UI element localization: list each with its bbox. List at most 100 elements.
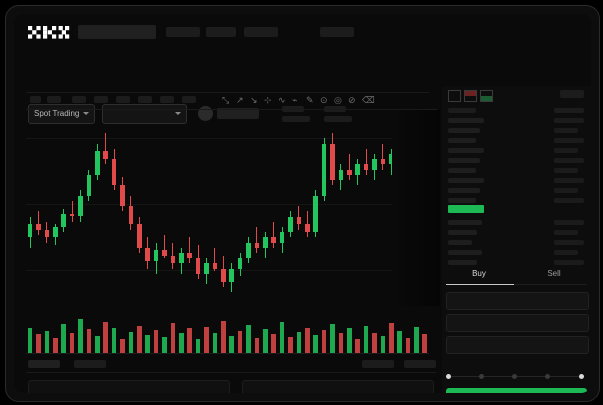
okx-logo-icon[interactable] (28, 26, 70, 39)
order-book-row-size (554, 198, 584, 203)
volume-bar (372, 332, 377, 353)
bottom-panel-right[interactable] (242, 380, 434, 393)
candle-wick (105, 133, 107, 165)
bottom-panel-left[interactable] (28, 380, 230, 393)
candle-body (170, 255, 176, 264)
volume-bar (288, 336, 293, 353)
nav-item-2[interactable] (244, 27, 278, 37)
chart-toolbar (26, 92, 429, 110)
ruler-icon[interactable]: ⌁ (292, 95, 298, 105)
candle-wick (365, 148, 367, 175)
order-book-row[interactable] (448, 250, 482, 255)
order-book-row[interactable] (448, 178, 484, 183)
volume-chart[interactable] (26, 312, 429, 354)
order-total-input[interactable] (446, 336, 589, 354)
volume-bar (346, 328, 352, 353)
order-price-input[interactable] (446, 292, 589, 310)
order-book-row[interactable] (448, 138, 476, 143)
slider-dot-3[interactable] (545, 374, 550, 379)
order-book-row[interactable] (448, 220, 482, 225)
orderbook-buy-icon[interactable] (480, 90, 493, 102)
volume-bar (145, 335, 151, 353)
volume-bar (279, 322, 285, 353)
order-book-row[interactable] (448, 148, 484, 153)
order-amount-input[interactable] (446, 314, 589, 332)
trash-icon[interactable]: ⌫ (362, 95, 375, 105)
volume-bar (195, 338, 201, 353)
candle-body (195, 258, 201, 274)
candle-body (53, 226, 58, 238)
volume-bar (254, 337, 260, 353)
arrow-icon[interactable]: ↘ (250, 95, 258, 105)
order-book-row[interactable] (448, 198, 476, 203)
pair-ticker-placeholder (217, 108, 259, 119)
tab-buy[interactable]: Buy (472, 269, 486, 278)
magnet-icon[interactable]: ⊙ (320, 95, 328, 105)
slider-dot-4[interactable] (579, 374, 584, 379)
nav-item-0[interactable] (166, 27, 200, 37)
order-book-row[interactable] (448, 158, 480, 163)
order-book-row-size (554, 168, 578, 173)
tab-sell[interactable]: Sell (547, 269, 561, 278)
amount-slider[interactable] (446, 374, 587, 382)
bottom-right-tab-1[interactable] (404, 360, 436, 368)
slider-dot-1[interactable] (479, 374, 484, 379)
volume-bar (422, 334, 428, 353)
bottom-tab-0[interactable] (28, 360, 60, 368)
order-book-row[interactable] (448, 260, 477, 265)
orderbook-depth-select[interactable] (560, 90, 584, 98)
timeframe-0[interactable] (30, 96, 41, 103)
candle-wick (273, 221, 275, 248)
volume-bar (78, 319, 83, 353)
order-book-row[interactable] (448, 188, 480, 193)
price-chart[interactable] (26, 110, 429, 310)
timeframe-1[interactable] (47, 96, 61, 103)
timeframe-3[interactable] (94, 96, 108, 103)
volume-bar (212, 332, 218, 353)
brush-icon[interactable]: ✎ (306, 95, 314, 105)
orderbook-both-icon[interactable] (448, 90, 461, 102)
volume-bar (355, 339, 360, 353)
submit-order-button[interactable] (446, 388, 587, 393)
candle-body (95, 151, 100, 175)
slider-dot-2[interactable] (512, 374, 517, 379)
volume-bar (271, 334, 276, 353)
eye-icon[interactable]: ◎ (334, 95, 342, 105)
lock-icon[interactable]: ⊘ (348, 95, 356, 105)
timeframe-7[interactable] (182, 96, 196, 103)
order-book-row[interactable] (448, 128, 480, 133)
top-bar (14, 14, 591, 46)
nav-item-3[interactable] (320, 27, 354, 37)
candle-body (86, 174, 92, 196)
orderbook-sell-icon[interactable] (464, 90, 477, 102)
volume-bar (405, 337, 411, 353)
order-book-row[interactable] (448, 230, 477, 235)
volume-bar (204, 326, 209, 353)
wave-icon[interactable]: ∿ (278, 95, 286, 105)
bottom-right-tab-0[interactable] (362, 360, 394, 368)
timeframe-6[interactable] (160, 96, 174, 103)
order-book-row[interactable] (448, 240, 472, 245)
stat-0-value (282, 116, 310, 122)
candle-body (78, 195, 83, 217)
candle-wick (214, 247, 216, 272)
candle-type-icon[interactable]: ⊹ (264, 95, 272, 105)
candle-body (162, 250, 167, 256)
timeframe-2[interactable] (72, 96, 86, 103)
nav-item-1[interactable] (206, 27, 236, 37)
search-input[interactable] (78, 25, 156, 39)
order-book-row[interactable] (448, 168, 476, 173)
volume-bar (128, 331, 134, 353)
timeframe-5[interactable] (138, 96, 152, 103)
order-book-row[interactable] (448, 118, 484, 123)
cursor-icon[interactable]: ⤡ (222, 95, 230, 105)
volume-bar (162, 336, 167, 353)
bottom-tab-1[interactable] (74, 360, 106, 368)
timeframe-4[interactable] (116, 96, 130, 103)
candle-body (237, 258, 243, 269)
candle-wick (38, 211, 40, 235)
trendline-icon[interactable]: ↗ (236, 95, 244, 105)
slider-dot-0[interactable] (446, 374, 451, 379)
candle-body (179, 252, 184, 264)
candle-body (296, 216, 302, 225)
